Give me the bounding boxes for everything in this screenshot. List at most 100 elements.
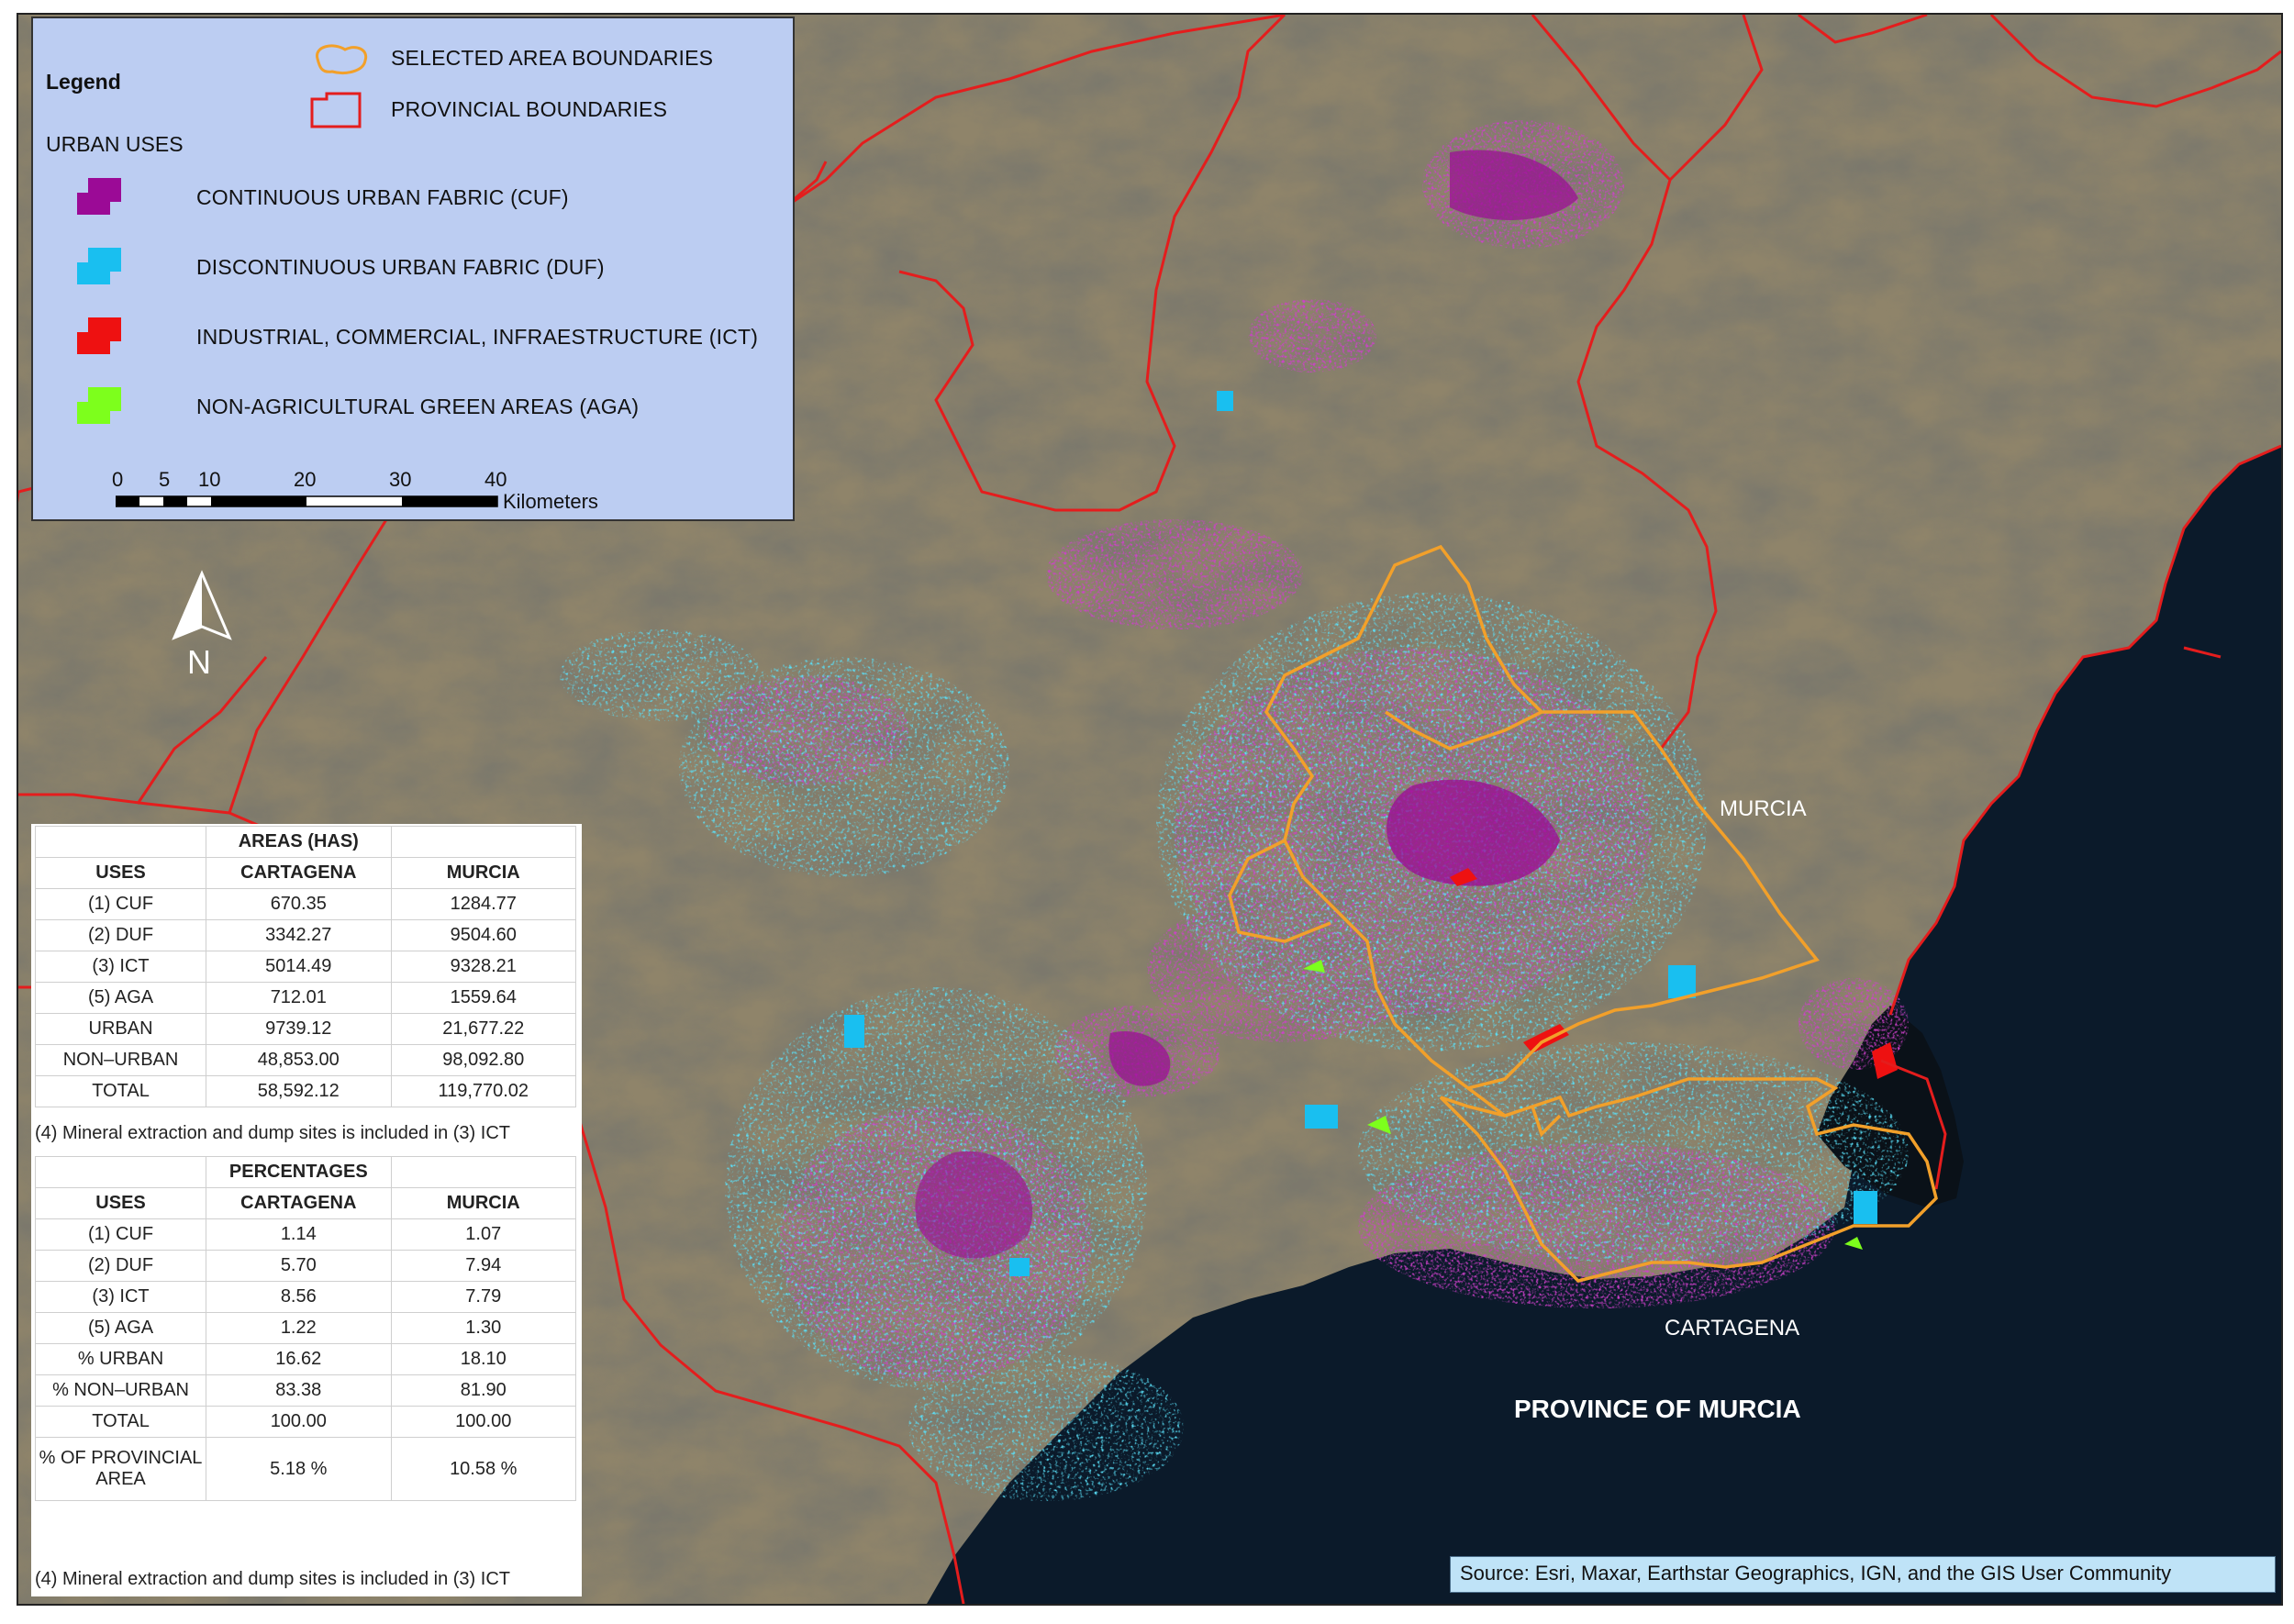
table-row: NON–URBAN 48,853.00 98,092.80 (34, 1044, 577, 1076)
table-cell: 1.30 (390, 1312, 577, 1344)
north-arrow-icon (172, 570, 232, 640)
scale-tick-0: 0 (112, 468, 124, 491)
row-label: % NON–URBAN (34, 1374, 207, 1407)
areas-title: AREAS (HAS) (206, 826, 392, 858)
row-label: (2) DUF (34, 919, 207, 951)
duf-swatch-icon (77, 248, 121, 284)
table-cell: 16.62 (206, 1343, 392, 1375)
table-cell: 1284.77 (390, 888, 577, 920)
table-cell: 670.35 (206, 888, 392, 920)
provincial-boundary-swatch-icon (310, 92, 362, 128)
table-cell: 7.79 (390, 1281, 577, 1313)
table-cell: 1.07 (390, 1218, 577, 1251)
legend-label-ict: INDUSTRIAL, COMMERCIAL, INFRAESTRUCTURE … (196, 325, 759, 349)
table-row: % NON–URBAN 83.38 81.90 (34, 1374, 577, 1407)
table-cell: 8.56 (206, 1281, 392, 1313)
table-cell: 48,853.00 (206, 1044, 392, 1076)
table-cell: 10.58 % (390, 1437, 577, 1501)
percentages-header-cartagena: CARTAGENA (206, 1187, 392, 1219)
legend-label-duf: DISCONTINUOUS URBAN FABRIC (DUF) (196, 255, 605, 279)
table-row: (3) ICT 8.56 7.79 (34, 1281, 577, 1313)
row-label: % URBAN (34, 1343, 207, 1375)
row-label: URBAN (34, 1013, 207, 1045)
urban-solid-patches (844, 150, 1898, 1276)
row-label: (5) AGA (34, 982, 207, 1014)
scale-tick-40: 40 (484, 468, 507, 491)
row-label: (2) DUF (34, 1250, 207, 1282)
table-cell: 100.00 (206, 1406, 392, 1438)
table-cell: 3342.27 (206, 919, 392, 951)
scale-tick-5: 5 (159, 468, 171, 491)
table-row: TOTAL 58,592.12 119,770.02 (34, 1075, 577, 1107)
table-cell: 7.94 (390, 1250, 577, 1282)
table-cell: 83.38 (206, 1374, 392, 1407)
percentages-header-uses: USES (34, 1187, 207, 1219)
scale-unit-label: Kilometers (503, 490, 598, 513)
table-row: (1) CUF 1.14 1.07 (34, 1218, 577, 1251)
areas-table: AREAS (HAS) USES CARTAGENA MURCIA (1) CU… (34, 826, 577, 1107)
table-row: % URBAN 16.62 18.10 (34, 1343, 577, 1375)
table-cell: 21,677.22 (390, 1013, 577, 1045)
table-cell: 1559.64 (390, 982, 577, 1014)
row-label: (3) ICT (34, 951, 207, 983)
selected-area-boundaries (1228, 544, 1938, 1283)
table-cell: 100.00 (390, 1406, 577, 1438)
table-cell: 119,770.02 (390, 1075, 577, 1107)
table-cell: 5.70 (206, 1250, 392, 1282)
table-row: (2) DUF 5.70 7.94 (34, 1250, 577, 1282)
sea (927, 446, 2281, 1604)
legend-label-cuf: CONTINUOUS URBAN FABRIC (CUF) (196, 185, 569, 209)
areas-footnote: (4) Mineral extraction and dump sites is… (35, 1123, 510, 1143)
cuf-swatch-icon (77, 178, 121, 215)
row-label: % OF PROVINCIAL AREA (34, 1437, 207, 1501)
legend-title: Legend (46, 70, 121, 94)
percentages-header-row: USES CARTAGENA MURCIA (34, 1187, 577, 1219)
table-cell: 5.18 % (206, 1437, 392, 1501)
place-label-murcia: MURCIA (1720, 796, 1807, 821)
areas-header-row: USES CARTAGENA MURCIA (34, 857, 577, 889)
table-cell: 1.14 (206, 1218, 392, 1251)
selected-area-label: SELECTED AREA BOUNDARIES (391, 46, 714, 70)
table-row: URBAN 9739.12 21,677.22 (34, 1013, 577, 1045)
table-row: TOTAL 100.00 100.00 (34, 1406, 577, 1438)
place-label-province: PROVINCE OF MURCIA (1514, 1395, 1801, 1423)
source-attribution: Source: Esri, Maxar, Earthstar Geographi… (1450, 1556, 2276, 1593)
table-row: % OF PROVINCIAL AREA 5.18 % 10.58 % (34, 1437, 577, 1501)
place-label-cartagena: CARTAGENA (1665, 1316, 1800, 1340)
legend-panel: Legend SELECTED AREA BOUNDARIES PROVINCI… (31, 17, 795, 521)
scale-tick-20: 20 (294, 468, 317, 491)
selected-area-swatch-icon (316, 44, 368, 74)
table-row: (1) CUF 670.35 1284.77 (34, 888, 577, 920)
row-label: TOTAL (34, 1406, 207, 1438)
table-row: (5) AGA 1.22 1.30 (34, 1312, 577, 1344)
row-label: (1) CUF (34, 888, 207, 920)
areas-header-cartagena: CARTAGENA (206, 857, 392, 889)
scale-bar (116, 495, 498, 507)
table-cell: 1.22 (206, 1312, 392, 1344)
map-frame: Legend SELECTED AREA BOUNDARIES PROVINCI… (17, 13, 2283, 1606)
statistics-panel: AREAS (HAS) USES CARTAGENA MURCIA (1) CU… (31, 824, 582, 1596)
row-label: (5) AGA (34, 1312, 207, 1344)
table-cell: 712.01 (206, 982, 392, 1014)
aga-swatch-icon (77, 387, 121, 424)
percentages-title: PERCENTAGES (206, 1156, 392, 1188)
row-label: (1) CUF (34, 1218, 207, 1251)
row-label: TOTAL (34, 1075, 207, 1107)
scale-tick-30: 30 (389, 468, 412, 491)
areas-title-row: AREAS (HAS) (34, 826, 577, 858)
areas-header-murcia: MURCIA (390, 857, 577, 889)
north-label: N (187, 643, 211, 681)
table-cell: 58,592.12 (206, 1075, 392, 1107)
percentages-title-row: PERCENTAGES (34, 1156, 577, 1188)
table-cell: 9328.21 (390, 951, 577, 983)
areas-header-uses: USES (34, 857, 207, 889)
legend-label-aga: NON-AGRICULTURAL GREEN AREAS (AGA) (196, 395, 640, 418)
table-cell: 98,092.80 (390, 1044, 577, 1076)
table-row: (2) DUF 3342.27 9504.60 (34, 919, 577, 951)
row-label: (3) ICT (34, 1281, 207, 1313)
provincial-boundary-label: PROVINCIAL BOUNDARIES (391, 97, 668, 121)
table-cell: 5014.49 (206, 951, 392, 983)
scale-tick-10: 10 (198, 468, 221, 491)
table-cell: 9739.12 (206, 1013, 392, 1045)
legend-subtitle: URBAN USES (46, 132, 184, 156)
